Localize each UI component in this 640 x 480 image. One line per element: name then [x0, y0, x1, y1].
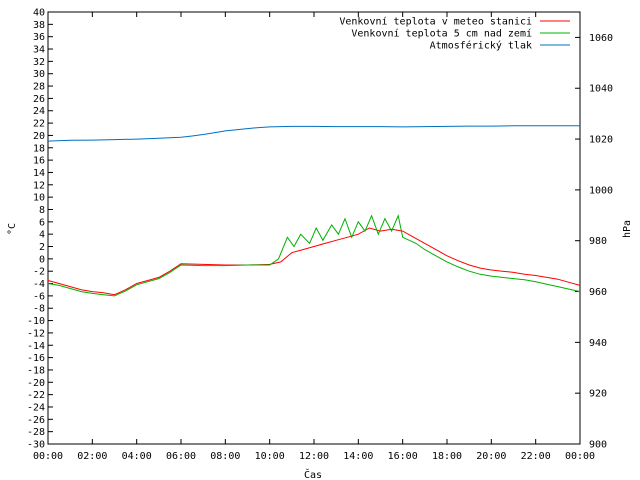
- y-left-tick-label: 34: [33, 45, 45, 56]
- series-line-0: [47, 227, 581, 296]
- y-right-tick-label: 940: [589, 338, 607, 349]
- y-left-tick-label: -10: [27, 316, 45, 327]
- y-left-tick-label: -20: [27, 378, 45, 389]
- y-left-tick-label: -6: [33, 291, 45, 302]
- y-left-tick-label: 36: [33, 32, 45, 43]
- x-axis: 00:00 02:00 04:00 06:00 08:00 10:00 12:00 14:00…: [33, 12, 595, 462]
- y-right-tick-label: 960: [589, 287, 607, 298]
- y-left-tick-label: 24: [33, 106, 45, 117]
- x-tick-label: 02:00: [77, 451, 107, 462]
- y-left-tick-label: 30: [33, 69, 45, 80]
- y-left-tick-label: -4: [33, 279, 45, 290]
- y-left-tick-label: -18: [27, 365, 45, 376]
- x-tick-label: 22:00: [521, 451, 551, 462]
- y-left-tick-label: 14: [33, 168, 45, 179]
- series-line-2: [47, 125, 580, 142]
- y-left-tick-label: -26: [27, 415, 45, 426]
- y-right-tick-label: 1020: [589, 135, 613, 146]
- x-tick-label: 00:00: [33, 451, 63, 462]
- y-axis-left: -30-28-26-24-22-20-18-16-14-12-10-8-6-4-…: [27, 8, 53, 451]
- y-left-tick-label: 2: [39, 242, 45, 253]
- y-left-tick-label: -28: [27, 427, 45, 438]
- y-right-tick-label: 1000: [589, 185, 613, 196]
- y-left-tick-label: 38: [33, 20, 45, 31]
- y-left-tick-label: 20: [33, 131, 45, 142]
- y-right-tick-label: 1040: [589, 84, 613, 95]
- x-tick-label: 20:00: [476, 451, 506, 462]
- y-left-tick-label: 16: [33, 156, 45, 167]
- x-tick-label: 12:00: [299, 451, 329, 462]
- y-left-tick-label: -12: [27, 328, 45, 339]
- y-left-tick-label: -22: [27, 390, 45, 401]
- y-left-tick-label: -2: [33, 267, 45, 278]
- legend-label-0: Venkovní teplota v meteo stanici: [339, 16, 532, 28]
- x-tick-label: 08:00: [210, 451, 240, 462]
- y-left-tick-label: 6: [39, 217, 45, 228]
- x-axis-label: Čas: [304, 468, 322, 480]
- plot-border: [47, 11, 581, 445]
- y-right-tick-label: 920: [589, 389, 607, 400]
- series-line-1: [47, 214, 581, 297]
- legend: Venkovní teplota v meteo staniciVenkovní…: [339, 16, 570, 52]
- y-left-tick-label: 10: [33, 193, 45, 204]
- x-tick-label: 00:00: [565, 451, 595, 462]
- y-left-tick-label: 4: [39, 230, 45, 241]
- legend-label-1: Venkovní teplota 5 cm nad zemí: [351, 28, 532, 40]
- y-left-tick-label: 12: [33, 180, 45, 191]
- x-tick-label: 16:00: [388, 451, 418, 462]
- legend-label-2: Atmosférický tlak: [430, 40, 532, 52]
- y-left-tick-label: -16: [27, 353, 45, 364]
- y-left-tick-label: -8: [33, 304, 45, 315]
- y-left-tick-label: 26: [33, 94, 45, 105]
- y-right-tick-label: 980: [589, 236, 607, 247]
- series-lines: [47, 125, 581, 297]
- y-axis-right: 900 920 940 960 980 1000 1020 1040 1060: [575, 33, 613, 451]
- y-left-tick-label: 18: [33, 143, 45, 154]
- y-left-tick-label: 22: [33, 119, 45, 130]
- y-axis-label-right: hPa: [622, 220, 633, 238]
- x-tick-label: 10:00: [255, 451, 285, 462]
- y-left-tick-label: -24: [27, 402, 45, 413]
- y-right-tick-label: 1060: [589, 33, 613, 44]
- y-right-tick-label: 900: [589, 440, 607, 451]
- y-left-tick-label: -14: [27, 341, 45, 352]
- x-tick-label: 06:00: [166, 451, 196, 462]
- plot-frame: [47, 11, 581, 445]
- x-tick-label: 18:00: [432, 451, 462, 462]
- y-left-tick-label: 0: [39, 254, 45, 265]
- y-left-tick-label: 40: [33, 8, 45, 19]
- y-left-tick-label: -30: [27, 440, 45, 451]
- y-left-tick-label: 28: [33, 82, 45, 93]
- y-axis-label-left: °C: [7, 223, 18, 235]
- y-left-tick-label: 8: [39, 205, 45, 216]
- x-tick-label: 04:00: [122, 451, 152, 462]
- y-left-tick-label: 32: [33, 57, 45, 68]
- x-tick-label: 14:00: [343, 451, 373, 462]
